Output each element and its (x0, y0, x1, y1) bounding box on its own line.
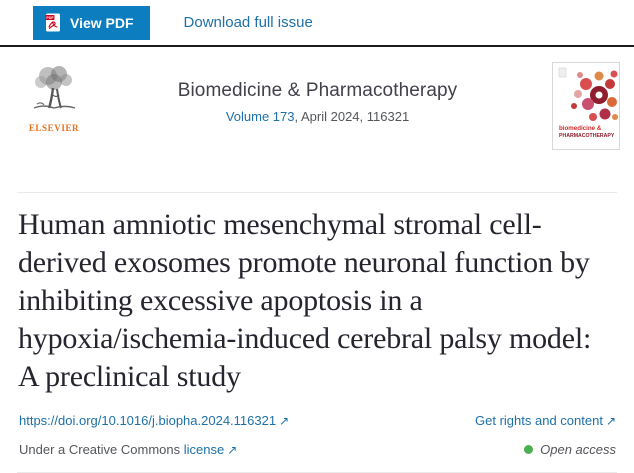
doi-link[interactable]: https://doi.org/10.1016/j.biopha.2024.11… (19, 413, 277, 428)
open-access-badge: Open access (524, 442, 616, 457)
cover-molecule-art (571, 70, 618, 121)
pdf-icon: PDF (45, 13, 61, 32)
view-pdf-label: View PDF (70, 14, 134, 31)
view-pdf-button[interactable]: PDF View PDF (33, 5, 150, 40)
journal-info: Biomedicine & Pharmacotherapy Volume 173… (83, 62, 552, 124)
journal-issue-line: Volume 173, April 2024, 116321 (83, 109, 552, 124)
journal-header: ELSEVIER Biomedicine & Pharmacotherapy V… (0, 47, 634, 150)
volume-link[interactable]: Volume 173 (225, 109, 295, 124)
cover-title-line1: biomedicine & (559, 125, 602, 132)
license-row: Under a Creative Commons license ↗ Open a… (0, 442, 634, 457)
download-full-issue-link[interactable]: Download full issue (183, 14, 313, 31)
journal-title-link[interactable]: Biomedicine & Pharmacotherapy (177, 80, 458, 101)
elsevier-wordmark: ELSEVIER (28, 123, 80, 133)
journal-cover-thumbnail[interactable]: biomedicine & PHARMACOTHERAPY (552, 62, 620, 155)
open-access-dot-icon (524, 445, 534, 454)
article-title: Human amniotic mesenchymal stromal cell-… (18, 208, 592, 393)
elsevier-logo[interactable]: ELSEVIER (25, 62, 83, 133)
top-toolbar: PDF View PDF Download full issue (0, 0, 634, 47)
license-link[interactable]: license (183, 442, 225, 457)
get-rights-link[interactable]: Get rights and content (475, 413, 603, 428)
license-prefix-text: Under a Creative Commons (19, 442, 181, 457)
external-link-icon: ↗ (279, 414, 290, 428)
header-divider (17, 192, 617, 193)
open-access-label: Open access (540, 442, 616, 457)
cover-title-line2: PHARMACOTHERAPY (559, 133, 615, 139)
external-link-icon: ↗ (605, 414, 616, 428)
doi-row: https://doi.org/10.1016/j.biopha.2024.11… (0, 413, 634, 428)
external-link-icon: ↗ (227, 443, 238, 457)
svg-text:PDF: PDF (46, 16, 54, 20)
issue-date-text: , April 2024, 116321 (294, 109, 410, 124)
elsevier-tree-icon (28, 66, 80, 120)
